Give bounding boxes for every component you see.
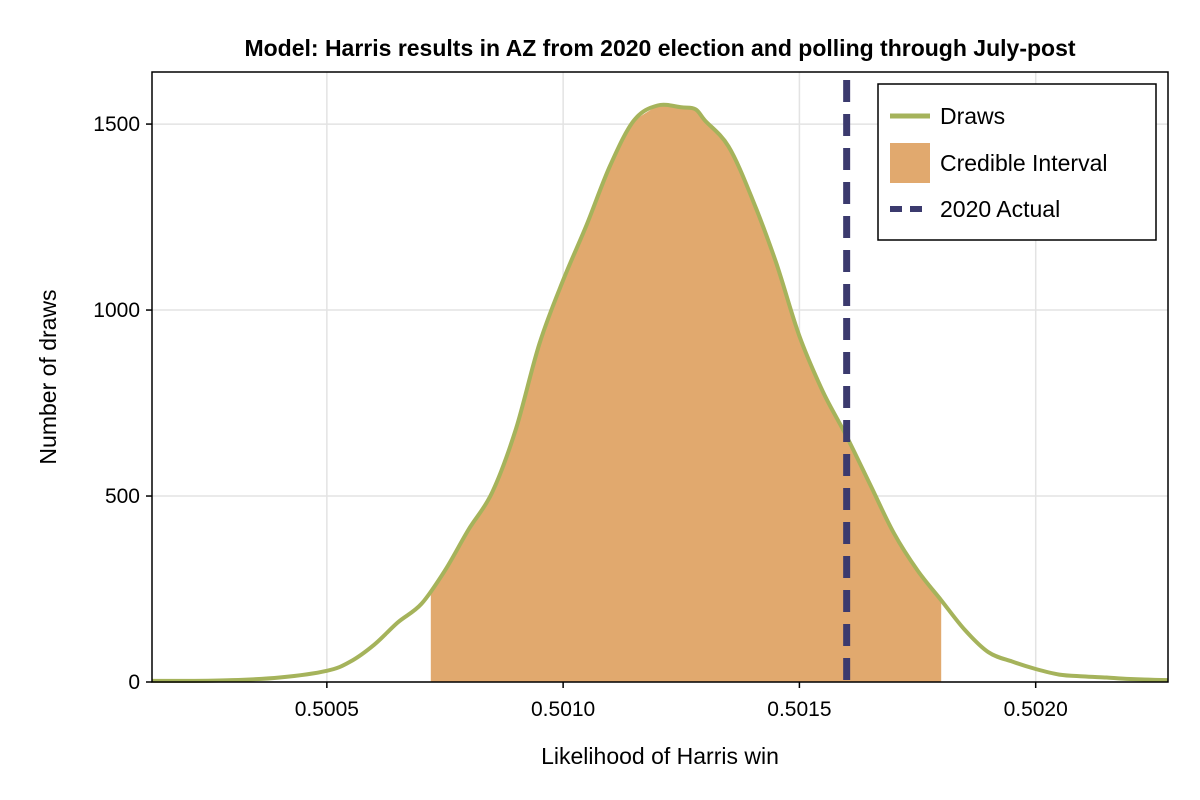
legend-credible-interval-swatch (890, 143, 930, 183)
x-tick-label-3: 0.5020 (1004, 698, 1068, 721)
draws-line (151, 102, 1169, 683)
legend-draws-label: Draws (940, 103, 1005, 129)
legend: Draws Credible Interval 2020 Actual (877, 83, 1157, 241)
y-axis-label: Number of draws (35, 289, 61, 464)
x-axis-label: Likelihood of Harris win (541, 743, 779, 769)
y-axis-ticks: 0 500 1000 1500 (93, 113, 152, 694)
legend-actual-2020-label: 2020 Actual (940, 196, 1060, 222)
x-tick-label-2: 0.5015 (767, 698, 831, 721)
x-tick-label-1: 0.5010 (531, 698, 595, 721)
draws-series (151, 102, 1169, 683)
y-tick-label-1: 500 (105, 485, 140, 508)
y-tick-label-0: 0 (128, 671, 140, 694)
x-tick-label-0: 0.5005 (295, 698, 359, 721)
legend-credible-interval-label: Credible Interval (940, 150, 1107, 176)
y-tick-label-2: 1000 (93, 299, 140, 322)
credible-interval-area (430, 105, 942, 682)
chart-title: Model: Harris results in AZ from 2020 el… (244, 35, 1075, 61)
y-tick-label-3: 1500 (93, 113, 140, 136)
credible-interval-band (430, 105, 942, 682)
x-axis-ticks: 0.5005 0.5010 0.5015 0.5020 (295, 682, 1068, 721)
plot-frame (151, 71, 1169, 683)
